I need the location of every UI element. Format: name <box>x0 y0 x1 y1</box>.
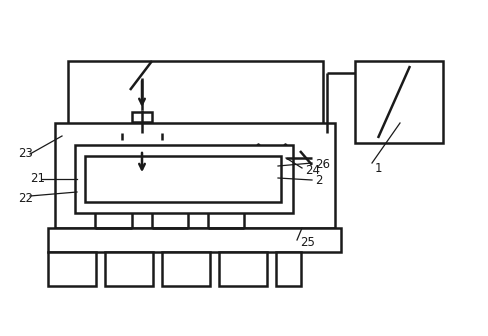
Polygon shape <box>258 144 272 172</box>
Bar <box>48 252 96 286</box>
Bar <box>75 145 293 213</box>
Bar <box>355 61 443 143</box>
Bar <box>132 140 152 150</box>
Bar <box>105 252 153 286</box>
Text: 1: 1 <box>375 162 383 174</box>
Text: 22: 22 <box>18 192 33 205</box>
Bar <box>85 156 281 202</box>
Bar <box>88 169 278 177</box>
Bar <box>276 252 301 286</box>
Text: 26: 26 <box>315 159 330 171</box>
Text: 23: 23 <box>18 148 33 161</box>
Bar <box>68 61 323 133</box>
Bar <box>132 112 152 122</box>
Text: 25: 25 <box>300 237 315 250</box>
Text: 2: 2 <box>315 173 323 186</box>
Bar <box>162 252 210 286</box>
Text: 21: 21 <box>30 172 45 185</box>
Bar <box>88 187 278 195</box>
Text: 24: 24 <box>305 164 320 176</box>
Polygon shape <box>272 144 286 172</box>
Bar <box>88 178 278 186</box>
Bar <box>55 123 335 228</box>
Bar <box>88 161 278 168</box>
Bar <box>48 228 341 252</box>
Bar <box>219 252 267 286</box>
